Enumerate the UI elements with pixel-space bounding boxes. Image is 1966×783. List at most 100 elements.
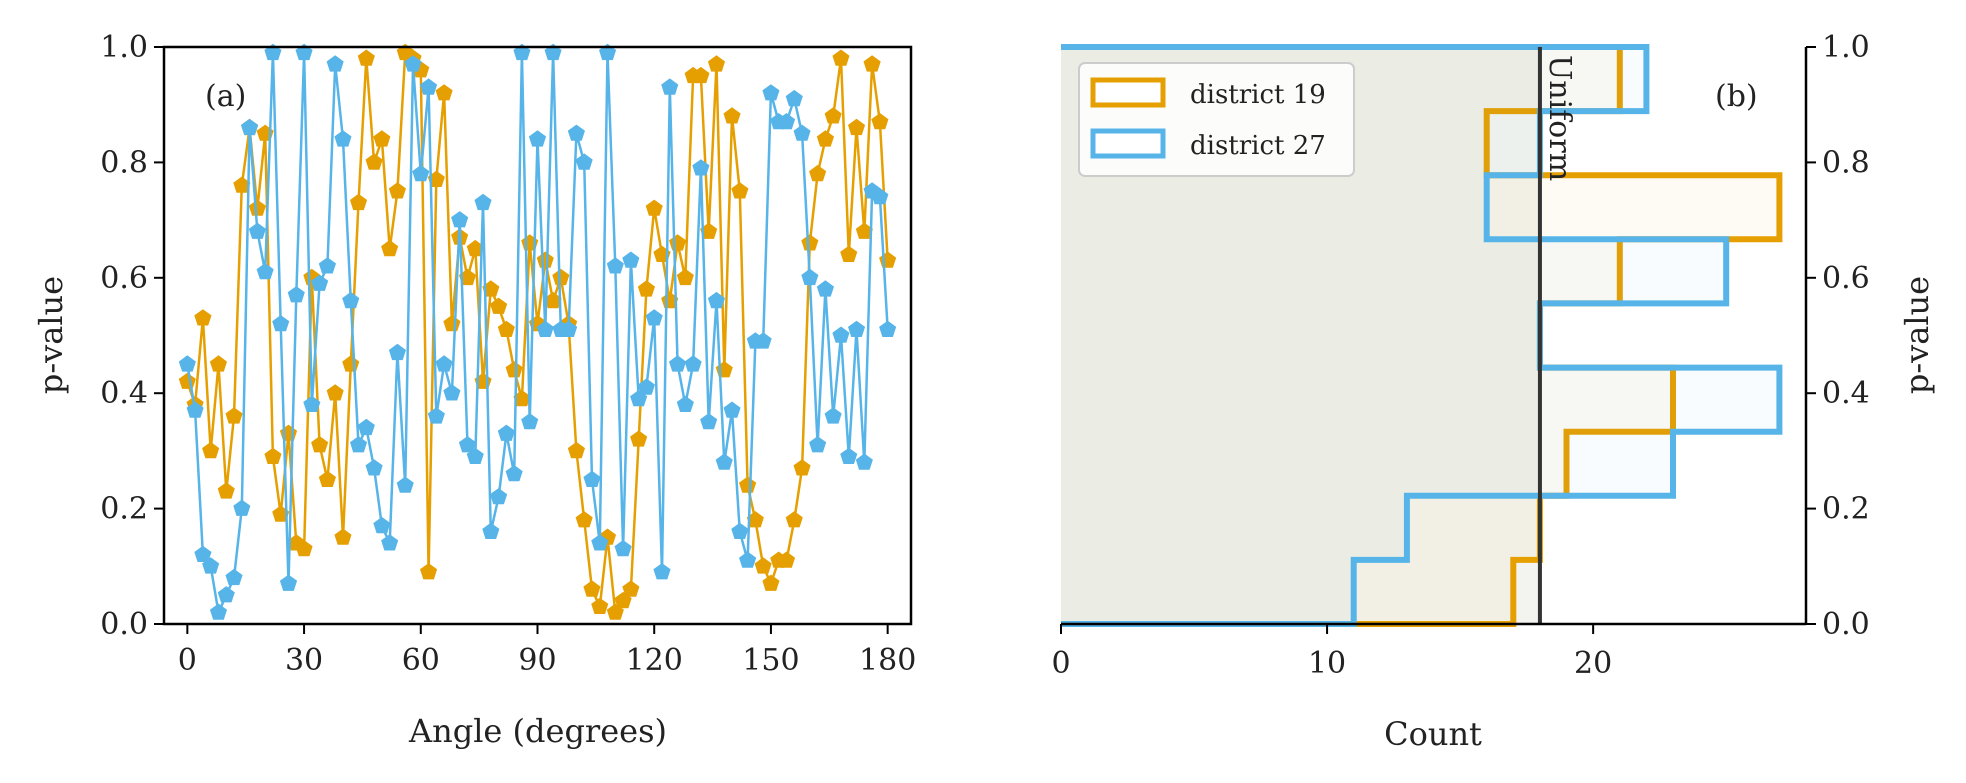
data-point-district-19 xyxy=(490,297,508,314)
panel-b-y-axis-label: p-value xyxy=(1898,276,1936,394)
data-point-district-27 xyxy=(350,436,368,453)
data-point-district-27 xyxy=(614,540,632,557)
data-point-district-19 xyxy=(583,580,601,597)
data-point-district-27 xyxy=(824,407,842,424)
data-point-district-19 xyxy=(318,470,336,487)
data-point-district-19 xyxy=(458,268,476,286)
panel-a-y-tick-label: 1.0 xyxy=(100,30,148,65)
panel-b-y-tick-label: 0.2 xyxy=(1822,492,1870,527)
data-point-district-19 xyxy=(381,239,399,257)
data-point-district-27 xyxy=(490,488,508,505)
data-point-district-19 xyxy=(233,176,251,193)
data-point-district-27 xyxy=(606,257,624,274)
panel-a-y-ticks: 0.0 0.2 0.4 0.6 0.8 1.0 xyxy=(100,30,164,642)
data-point-district-19 xyxy=(388,182,406,199)
data-point-district-19 xyxy=(505,361,523,378)
data-point-district-19 xyxy=(746,511,764,528)
panel-a-x-tick-label: 120 xyxy=(626,643,683,678)
data-point-district-27 xyxy=(832,326,850,343)
panel-b-x-axis-label: Count xyxy=(1384,715,1482,753)
data-point-district-19 xyxy=(225,407,243,424)
data-point-district-27 xyxy=(178,355,196,372)
data-point-district-27 xyxy=(700,413,718,430)
data-point-district-19 xyxy=(700,222,718,239)
data-point-district-27 xyxy=(202,557,220,574)
data-point-district-27 xyxy=(209,603,227,620)
data-point-district-19 xyxy=(350,193,368,211)
data-point-district-27 xyxy=(707,291,725,309)
data-point-district-19 xyxy=(264,447,282,464)
data-point-district-27 xyxy=(739,551,757,568)
data-point-district-19 xyxy=(357,49,375,66)
data-point-district-19 xyxy=(497,320,515,337)
data-point-district-19 xyxy=(536,251,554,268)
panel-a-x-tick-label: 90 xyxy=(518,643,556,678)
panel-a-y-tick-label: 0.2 xyxy=(100,492,148,527)
data-point-district-19 xyxy=(754,557,772,574)
panel-b-x-ticks: 0 10 20 xyxy=(1051,624,1612,681)
data-point-district-27 xyxy=(420,78,438,95)
data-point-district-27 xyxy=(676,395,694,412)
data-point-district-27 xyxy=(591,534,609,551)
data-point-district-19 xyxy=(855,222,873,239)
data-point-district-19 xyxy=(622,580,640,597)
data-point-district-27 xyxy=(404,55,422,72)
data-point-district-27 xyxy=(334,130,352,147)
data-point-district-27 xyxy=(443,384,461,401)
data-point-district-27 xyxy=(785,89,803,107)
legend-label-district-27: district 27 xyxy=(1190,131,1326,161)
panel-a-y-tick-label: 0.4 xyxy=(100,376,148,411)
data-point-district-27 xyxy=(396,476,414,493)
data-point-district-19 xyxy=(435,84,453,101)
legend-label-district-19: district 19 xyxy=(1190,80,1326,110)
data-point-district-27 xyxy=(731,522,749,539)
panel-b-y-tick-label: 0.0 xyxy=(1822,607,1870,642)
data-point-district-27 xyxy=(793,124,811,141)
data-point-district-27 xyxy=(303,395,321,412)
panel-a-label: (a) xyxy=(205,79,246,114)
data-point-district-19 xyxy=(793,459,811,476)
data-point-district-27 xyxy=(575,153,593,170)
data-point-district-27 xyxy=(381,534,399,551)
panel-a-y-tick-label: 0.6 xyxy=(100,261,148,296)
data-point-district-27 xyxy=(256,263,274,280)
data-point-district-27 xyxy=(287,286,305,303)
data-point-district-27 xyxy=(560,320,578,337)
data-point-district-19 xyxy=(575,511,593,528)
data-point-district-27 xyxy=(373,516,391,534)
data-point-district-19 xyxy=(466,239,484,257)
panel-a-x-tick-label: 0 xyxy=(178,643,197,678)
data-point-district-27 xyxy=(365,459,383,476)
panel-b-label: (b) xyxy=(1715,79,1758,114)
panel-b-y-tick-label: 0.4 xyxy=(1822,376,1870,411)
panel-b: Uniform district 19 district 27 0 10 20 0.… xyxy=(1051,30,1936,753)
data-point-district-27 xyxy=(723,401,741,418)
data-point-district-27 xyxy=(326,55,344,72)
panel-a-x-tick-label: 60 xyxy=(402,643,440,678)
data-point-district-27 xyxy=(567,124,585,141)
data-point-district-19 xyxy=(326,384,344,401)
data-point-district-19 xyxy=(513,390,531,407)
data-point-district-19 xyxy=(777,551,796,568)
data-point-district-27 xyxy=(622,251,640,268)
data-point-district-27 xyxy=(879,320,897,337)
data-point-district-19 xyxy=(739,476,757,493)
legend-patch-district-19 xyxy=(1090,77,1166,108)
data-point-district-27 xyxy=(458,436,476,453)
data-point-district-27 xyxy=(435,355,453,372)
data-point-district-19 xyxy=(544,291,562,309)
panel-b-y-tick-label: 0.8 xyxy=(1822,145,1870,180)
data-point-district-27 xyxy=(194,545,212,562)
panel-b-y-tick-label: 0.6 xyxy=(1822,261,1870,296)
data-point-district-19 xyxy=(731,182,749,199)
data-point-district-27 xyxy=(661,78,679,95)
data-point-district-19 xyxy=(482,280,500,297)
data-point-district-27 xyxy=(848,320,866,337)
panel-b-x-tick-label: 10 xyxy=(1308,646,1346,681)
data-point-district-27 xyxy=(466,447,484,464)
data-point-district-19 xyxy=(194,309,212,326)
data-point-district-19 xyxy=(209,355,227,372)
panel-a-y-axis-label: p-value xyxy=(32,276,70,394)
data-point-district-19 xyxy=(567,441,585,459)
